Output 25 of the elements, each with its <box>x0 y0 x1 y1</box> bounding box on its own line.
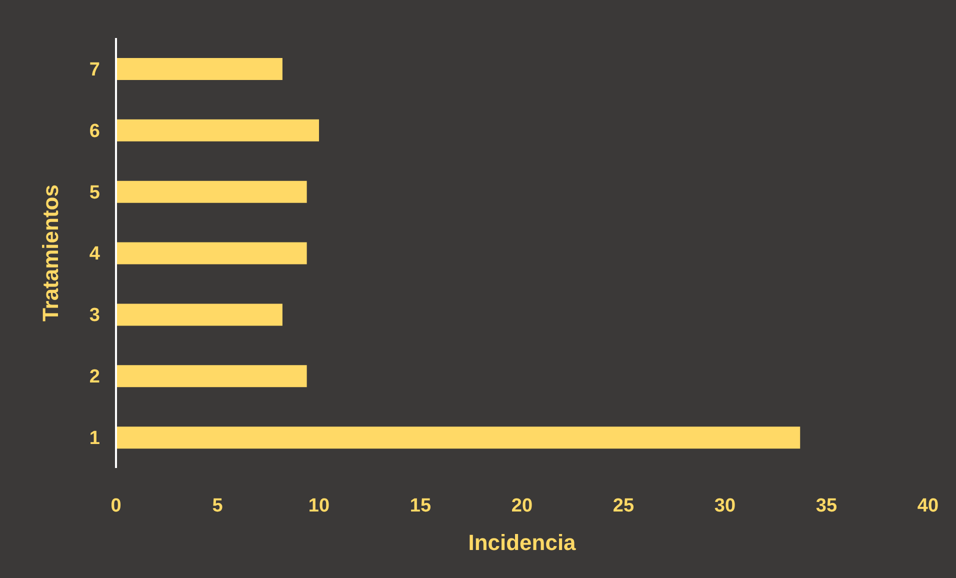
y-tick-label: 4 <box>89 244 100 265</box>
x-tick-label: 30 <box>714 495 736 516</box>
y-tick-label: 2 <box>89 366 100 388</box>
y-tick-label: 3 <box>89 305 100 326</box>
y-tick-label: 7 <box>89 59 100 80</box>
y-tick-label: 1 <box>89 428 100 450</box>
x-axis-title: Incidencia <box>468 530 577 555</box>
y-tick-label: 5 <box>89 182 100 204</box>
bar <box>116 304 282 326</box>
x-tick-label: 5 <box>212 495 224 516</box>
x-tick-label: 20 <box>511 495 533 516</box>
y-tick-label: 6 <box>89 120 100 142</box>
bar <box>116 365 307 388</box>
x-tick-label: 25 <box>612 495 634 516</box>
x-tick-label: 35 <box>816 495 838 516</box>
bar <box>116 180 307 203</box>
x-tick-label: 0 <box>110 495 122 516</box>
x-tick-label: 15 <box>410 495 432 516</box>
bar <box>116 242 307 264</box>
bar <box>116 426 800 449</box>
x-tick-label: 10 <box>308 495 330 516</box>
bar <box>116 119 319 142</box>
bar <box>116 58 282 80</box>
x-tick-label: 40 <box>917 495 939 516</box>
y-axis-title: Tratamientos <box>38 184 63 322</box>
